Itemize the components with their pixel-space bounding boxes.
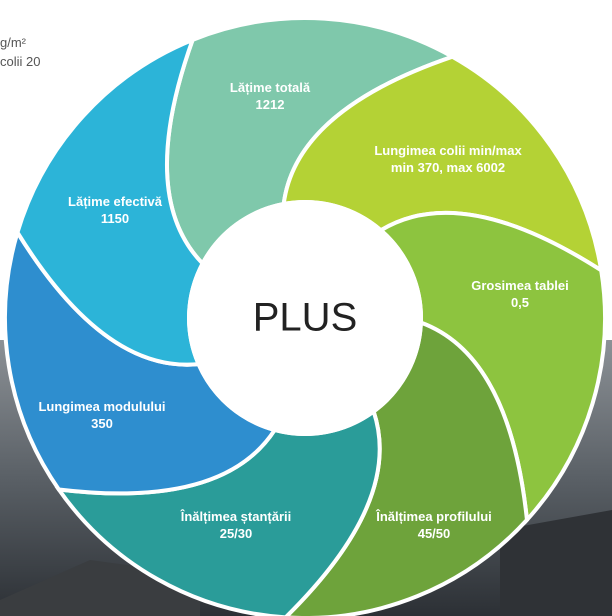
center-label: PLUS [253,296,358,340]
segment-label: Lungimea modulului [38,399,165,414]
segment-label: Lungimea colii min/max [374,143,522,158]
segment-value: min 370, max 6002 [391,160,505,175]
segment-value: 1150 [101,211,129,226]
center-circle [187,200,423,436]
side-text: g/m² [0,35,27,50]
side-text: colii 20 [0,54,40,69]
segment-value: 350 [91,416,113,431]
segment-value: 1212 [256,97,285,112]
segment-label: Înălțimea ștanțării [180,509,292,524]
segment-value: 25/30 [220,526,253,541]
segment-label: Grosimea tablei [471,278,569,293]
segment-label: Lățime efectivă [68,194,163,209]
segment-value: 0,5 [511,295,529,310]
chimney [500,510,612,616]
segment-label: Lățime totală [230,80,311,95]
segment-label: Înălțimea profilului [375,509,492,524]
segment-value: 45/50 [418,526,451,541]
